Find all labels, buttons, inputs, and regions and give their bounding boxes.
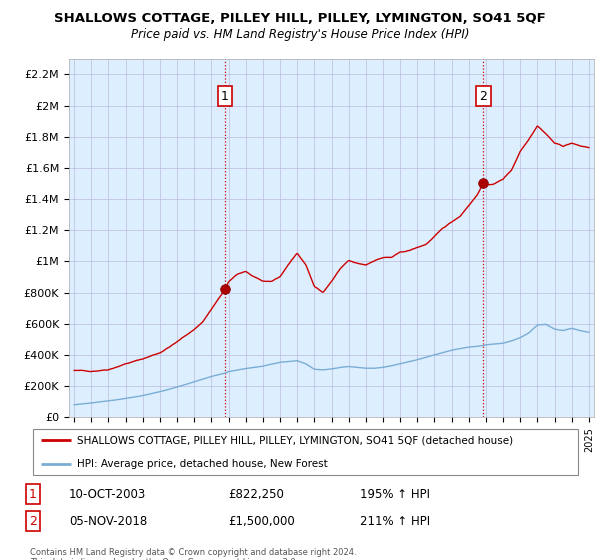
Text: SHALLOWS COTTAGE, PILLEY HILL, PILLEY, LYMINGTON, SO41 5QF: SHALLOWS COTTAGE, PILLEY HILL, PILLEY, L… xyxy=(54,12,546,25)
Text: 10-OCT-2003: 10-OCT-2003 xyxy=(69,488,146,501)
Text: 1: 1 xyxy=(221,90,229,103)
Text: 195% ↑ HPI: 195% ↑ HPI xyxy=(360,488,430,501)
Text: HPI: Average price, detached house, New Forest: HPI: Average price, detached house, New … xyxy=(77,459,328,469)
Text: 2: 2 xyxy=(479,90,487,103)
Text: 211% ↑ HPI: 211% ↑ HPI xyxy=(360,515,430,528)
Text: £1,500,000: £1,500,000 xyxy=(228,515,295,528)
Text: SHALLOWS COTTAGE, PILLEY HILL, PILLEY, LYMINGTON, SO41 5QF (detached house): SHALLOWS COTTAGE, PILLEY HILL, PILLEY, L… xyxy=(77,435,513,445)
Text: Price paid vs. HM Land Registry's House Price Index (HPI): Price paid vs. HM Land Registry's House … xyxy=(131,28,469,41)
Text: 2: 2 xyxy=(29,515,37,528)
Text: 1: 1 xyxy=(29,488,37,501)
FancyBboxPatch shape xyxy=(33,429,578,475)
Text: Contains HM Land Registry data © Crown copyright and database right 2024.
This d: Contains HM Land Registry data © Crown c… xyxy=(30,548,356,560)
Text: 05-NOV-2018: 05-NOV-2018 xyxy=(69,515,147,528)
Text: £822,250: £822,250 xyxy=(228,488,284,501)
